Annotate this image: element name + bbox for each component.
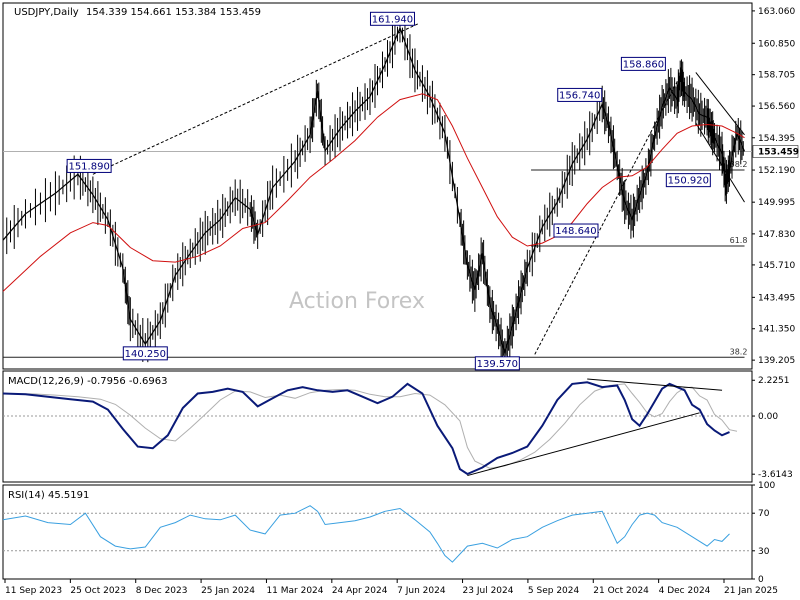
price-axis-tick-label: 163.060 xyxy=(758,7,795,17)
rsi-axis-tick-label: 100 xyxy=(758,481,775,491)
price-annotation-box xyxy=(553,223,599,238)
macd-signal-line xyxy=(10,383,738,469)
price-annotation-box xyxy=(369,11,415,26)
price-axis-tick-label: 156.560 xyxy=(758,102,795,112)
watermark: Action Forex xyxy=(289,289,425,314)
macd-axis-tick-label: 0.00 xyxy=(758,412,778,422)
x-axis-tick-label: 5 Sep 2024 xyxy=(528,586,580,596)
price-annotation-box xyxy=(122,346,168,361)
x-axis-tick-label: 8 Dec 2023 xyxy=(136,586,188,596)
macd-panel-frame xyxy=(2,370,753,483)
price-axis-tick-label: 143.495 xyxy=(758,293,795,303)
macd-trend-line xyxy=(587,378,723,391)
price-axis-tick-label: 149.995 xyxy=(758,198,795,208)
x-axis-tick-label: 11 Mar 2024 xyxy=(266,586,323,596)
price-annotation-box xyxy=(66,158,112,173)
macd-label: MACD(12,26,9) -0.7956 -0.6963 xyxy=(8,376,168,387)
price-annotation-box xyxy=(557,87,603,102)
price-annotation-label: 140.250 xyxy=(125,349,166,360)
x-axis-tick-label: 25 Oct 2023 xyxy=(70,586,126,596)
price-annotation-label: 150.920 xyxy=(668,176,709,187)
trend-line xyxy=(695,72,745,136)
price-annotation-label: 139.570 xyxy=(477,359,518,370)
price-axis-tick-label: 145.710 xyxy=(758,261,795,271)
x-axis-tick-label: 25 Jan 2024 xyxy=(201,586,255,596)
fib-level-label: 61.8 xyxy=(730,236,748,245)
rsi-axis-tick-label: 70 xyxy=(758,509,770,519)
rsi-axis-tick-label: 0 xyxy=(758,575,764,585)
current-price-tag xyxy=(752,145,799,158)
price-annotation-label: 161.940 xyxy=(372,14,413,25)
fib-level-label: 38.2 xyxy=(730,347,748,356)
chart-ohlc-label: 154.339 154.661 153.384 153.459 xyxy=(86,7,261,18)
price-axis-tick-label: 147.830 xyxy=(758,230,795,240)
x-axis-tick-label: 21 Oct 2024 xyxy=(593,586,649,596)
price-axis-tick-label: 141.350 xyxy=(758,325,795,335)
rsi-line xyxy=(2,505,730,563)
price-annotation-box xyxy=(665,173,711,188)
macd-trend-line xyxy=(467,412,700,477)
x-axis-tick-label: 21 Jan 2025 xyxy=(724,586,778,596)
chart-symbol-label: USDJPY,Daily xyxy=(14,7,79,18)
x-axis-tick-label: 24 Apr 2024 xyxy=(332,586,388,596)
price-annotation-box xyxy=(474,356,520,371)
x-axis-tick-label: 7 Jun 2024 xyxy=(397,586,446,596)
price-annotation-label: 151.890 xyxy=(68,161,109,172)
price-annotation-label: 156.740 xyxy=(559,90,600,101)
x-axis-tick-label: 11 Sep 2023 xyxy=(5,586,62,596)
moving-average-line xyxy=(2,93,745,292)
trend-line xyxy=(695,122,745,203)
price-axis-tick-label: 154.395 xyxy=(758,134,795,144)
current-price-tag-label: 153.459 xyxy=(758,147,799,157)
price-axis-tick-label: 160.850 xyxy=(758,39,795,49)
rsi-label: RSI(14) 45.5191 xyxy=(8,490,89,501)
fib-level-label: 38.2 xyxy=(730,160,748,169)
price-axis-tick-label: 152.190 xyxy=(758,166,795,176)
macd-line xyxy=(2,381,730,476)
price-annotation-label: 158.860 xyxy=(623,59,664,70)
x-axis-tick-label: 23 Jul 2024 xyxy=(463,586,514,596)
x-axis-tick-label: 4 Dec 2024 xyxy=(659,586,711,596)
macd-axis-tick-label: -3.6143 xyxy=(758,470,793,480)
macd-axis-tick-label: 2.2251 xyxy=(758,376,790,386)
price-axis-tick-label: 139.205 xyxy=(758,356,795,366)
price-axis-tick-label: 158.705 xyxy=(758,71,795,81)
price-annotation-label: 148.640 xyxy=(555,226,596,237)
trend-line xyxy=(534,74,682,355)
rsi-axis-tick-label: 30 xyxy=(758,547,770,557)
price-annotation-box xyxy=(620,56,666,71)
rsi-panel-frame xyxy=(2,484,753,580)
